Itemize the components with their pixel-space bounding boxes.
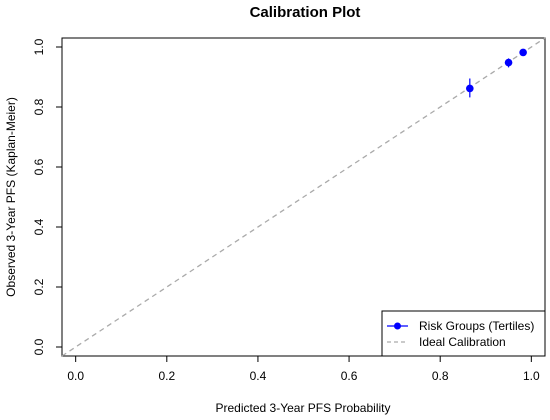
x-tick-label-4: 0.8 bbox=[432, 369, 449, 383]
plot-frame bbox=[61, 37, 546, 357]
x-tick-label-3: 0.6 bbox=[341, 369, 358, 383]
ideal-line-layer bbox=[61, 37, 546, 357]
legend-risk-groups-label: Risk Groups (Tertiles) bbox=[419, 319, 534, 333]
legend-risk-groups-marker bbox=[394, 322, 401, 330]
x-tick-label-0: 0.0 bbox=[67, 369, 84, 383]
x-tick-label-2: 0.4 bbox=[250, 369, 267, 383]
legend-box bbox=[381, 310, 546, 357]
risk-group-point-1 bbox=[504, 58, 513, 67]
legend-ideal-calibration-label: Ideal Calibration bbox=[419, 335, 506, 349]
x-axis-label: Predicted 3-Year PFS Probability bbox=[216, 401, 391, 415]
x-tick-label-1: 0.2 bbox=[158, 369, 175, 383]
y-tick-label-1: 0.2 bbox=[32, 278, 46, 295]
points-layer bbox=[466, 48, 527, 98]
y-tick-label-4: 0.8 bbox=[32, 98, 46, 115]
y-tick-label-2: 0.4 bbox=[32, 218, 46, 235]
y-axis: 0.0 0.2 0.4 0.6 0.8 1.0 bbox=[32, 38, 62, 355]
risk-group-point-0 bbox=[466, 84, 474, 93]
legend: Risk Groups (Tertiles) Ideal Calibration bbox=[381, 310, 546, 357]
y-axis-label: Observed 3-Year PFS (Kaplan-Meier) bbox=[4, 97, 18, 297]
risk-group-point-2 bbox=[519, 48, 527, 57]
x-tick-label-5: 1.0 bbox=[523, 369, 540, 383]
x-axis: 0.0 0.2 0.4 0.6 0.8 1.0 bbox=[67, 356, 540, 383]
ideal-calibration-line bbox=[61, 37, 546, 357]
y-tick-label-3: 0.6 bbox=[32, 158, 46, 175]
chart-title: Calibration Plot bbox=[250, 4, 361, 21]
y-tick-label-5: 1.0 bbox=[32, 38, 46, 55]
y-tick-label-0: 0.0 bbox=[32, 338, 46, 355]
